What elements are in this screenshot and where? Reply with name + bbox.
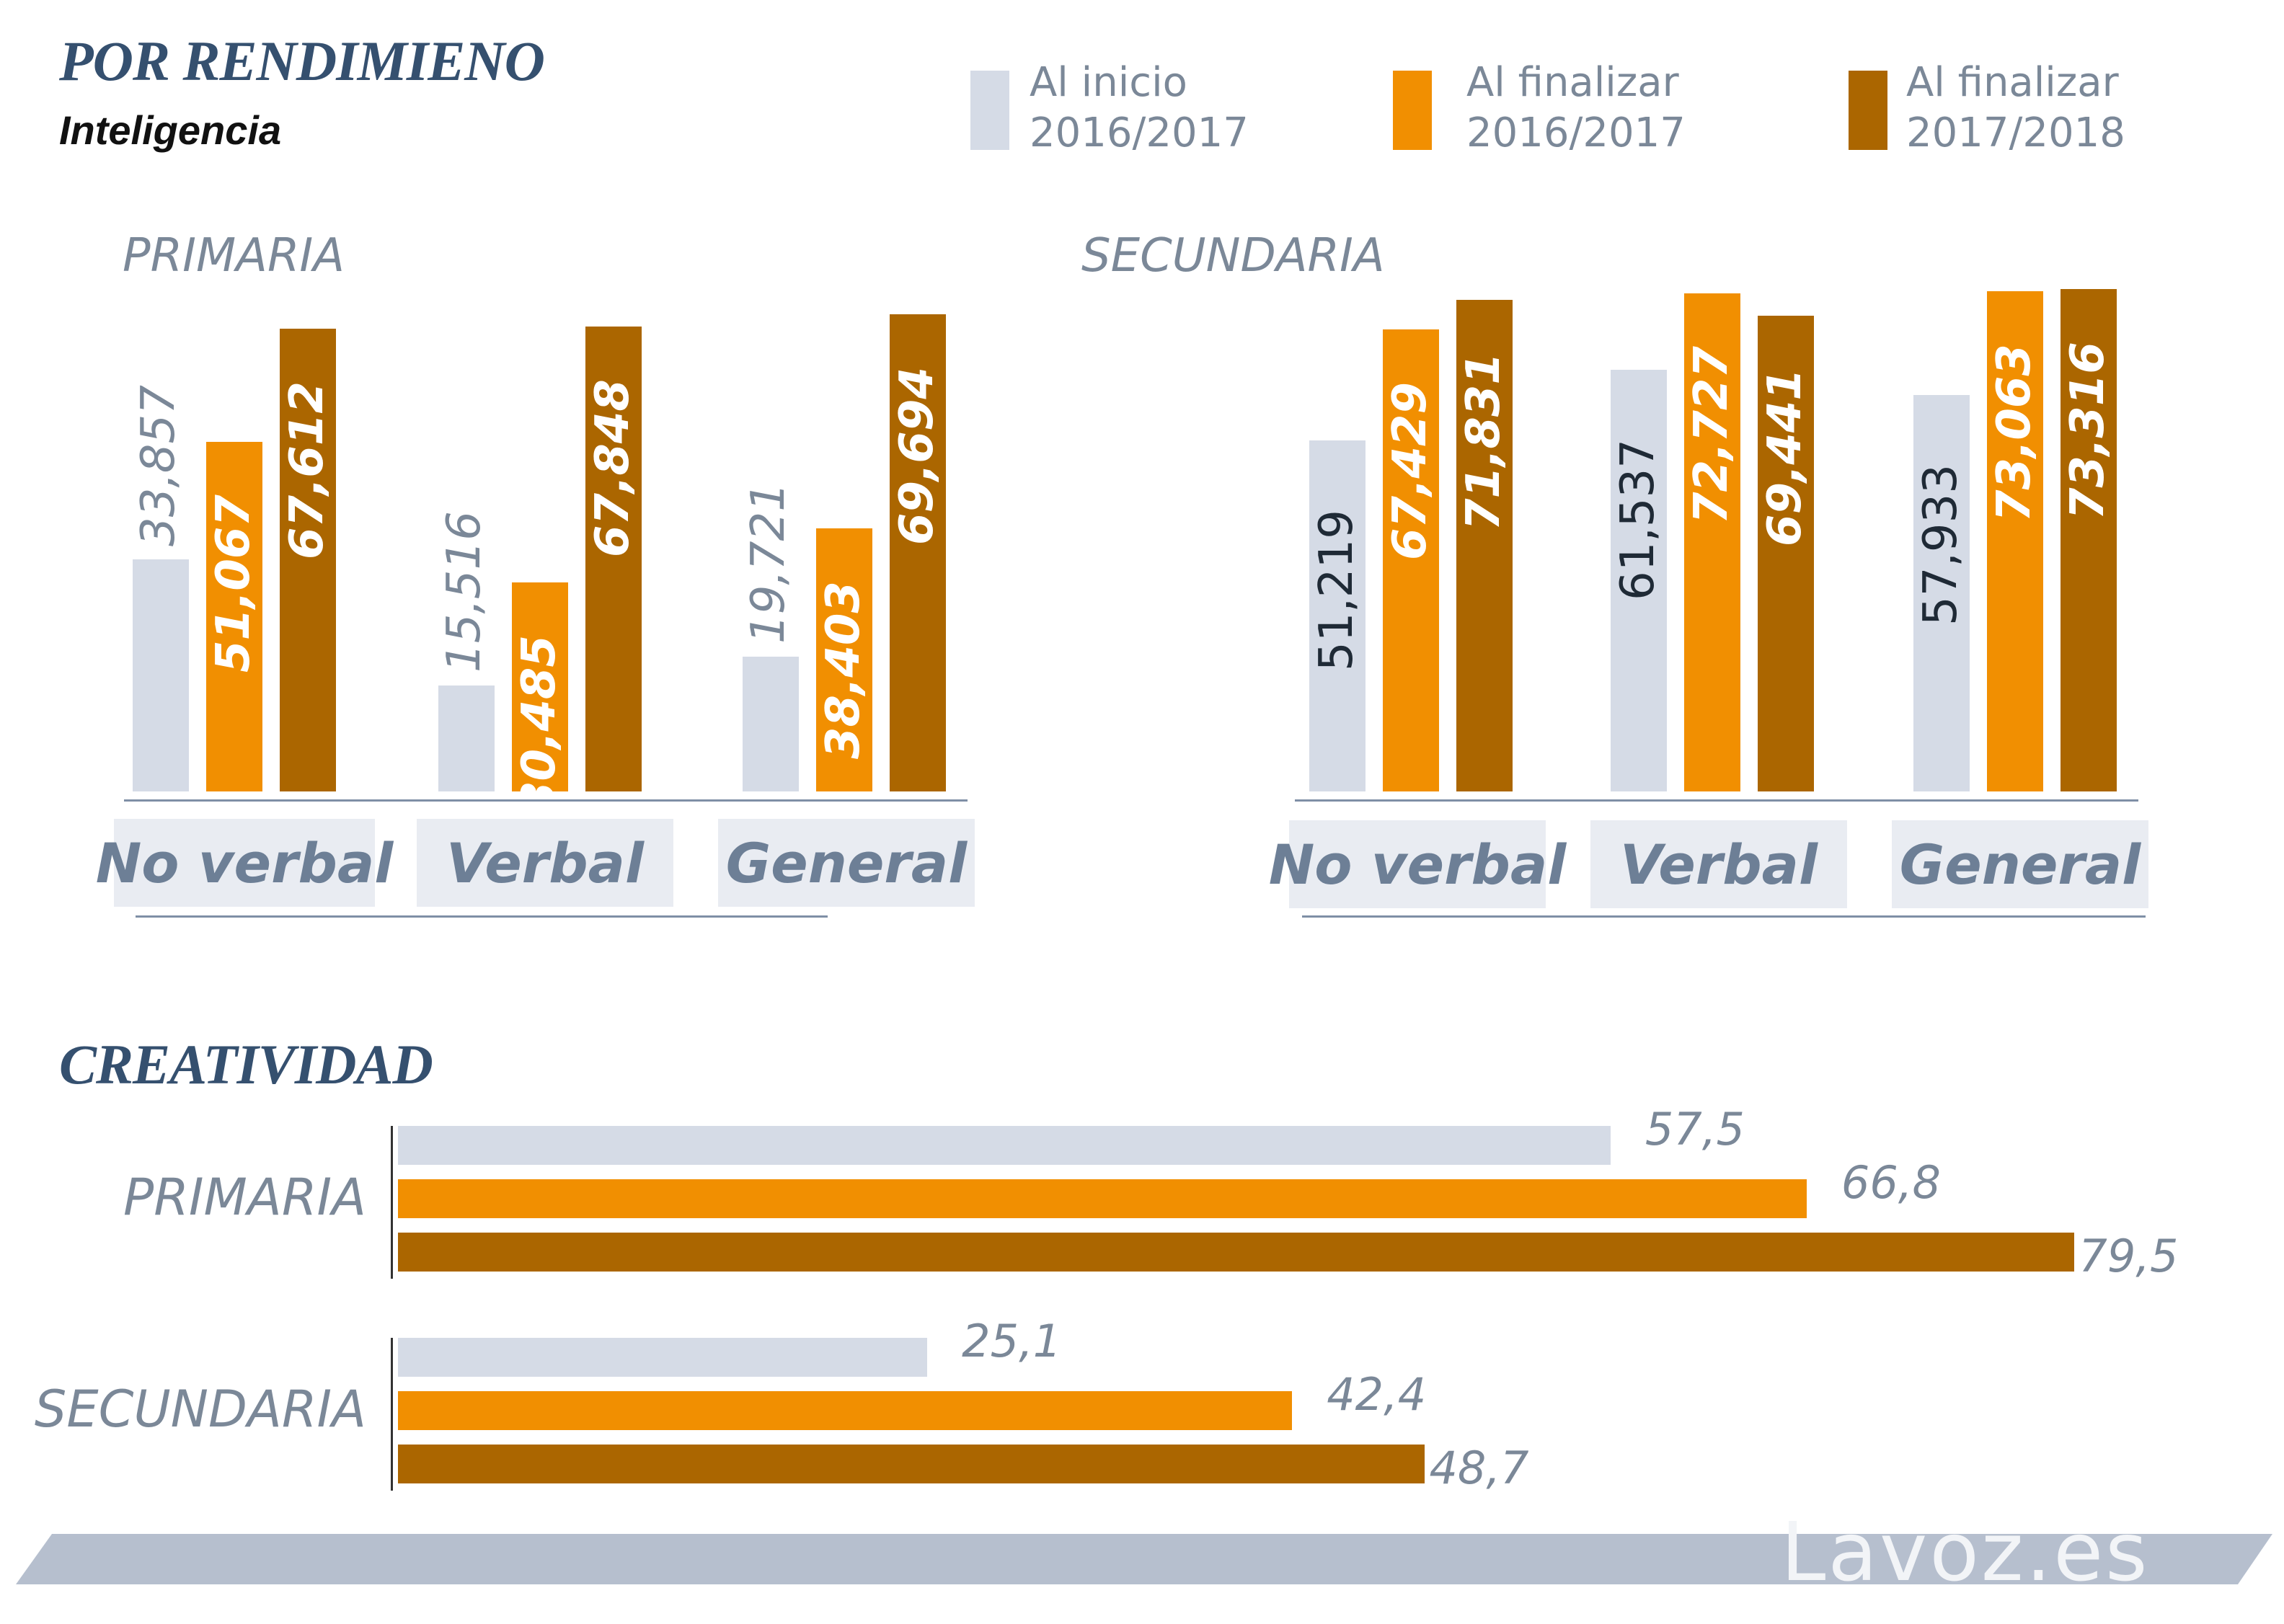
- bar-secundaria-inicio-2016-2017: [398, 1338, 928, 1377]
- legend-label-line2: 2016/2017: [1030, 110, 1249, 156]
- value-label: 33,857: [132, 385, 185, 547]
- bar-verbal-inicio-2016-2017: [1611, 370, 1667, 791]
- value-label: 51,219: [1310, 510, 1363, 672]
- value-label: 69,694: [890, 366, 944, 545]
- value-label: 69,441: [1758, 368, 1812, 547]
- legend-label-final-2016-2017: Al finalizar 2016/2017: [1466, 58, 1686, 159]
- value-label: 30,485: [513, 635, 566, 814]
- bar-secundaria-final-2016-2017: [398, 1391, 1293, 1430]
- bar-general-final-2016-2017: [816, 528, 872, 791]
- value-label: 79,5: [2079, 1230, 2179, 1282]
- panel-title-secundaria: SECUNDARIA: [1081, 229, 1385, 283]
- value-label: 71,831: [1457, 352, 1510, 531]
- category-label-verbal: Verbal: [1590, 820, 1847, 908]
- axis-baseline: [124, 799, 968, 802]
- value-label: 73,063: [1988, 343, 2041, 522]
- category-label-general: General: [718, 819, 975, 907]
- footer-band: [16, 1534, 2272, 1584]
- bar-primaria-final-2016-2017: [398, 1179, 1807, 1218]
- bar-primaria-inicio-2016-2017: [398, 1126, 1611, 1165]
- bar-no-verbal-final-2017-2018: [1456, 299, 1513, 791]
- legend-label-inicio-2016-2017: Al inicio 2016/2017: [1030, 58, 1249, 159]
- value-label: 72,727: [1685, 346, 1738, 525]
- bar-secundaria-final-2017-2018: [398, 1445, 1425, 1483]
- bar-verbal-final-2017-2018: [1758, 316, 1814, 791]
- value-label: 67,848: [586, 379, 639, 558]
- legend-label-line1: Al finalizar: [1466, 59, 1679, 106]
- value-label: 19,721: [742, 482, 795, 644]
- panel-title-primaria: PRIMARIA: [123, 229, 345, 283]
- main-title: POR RENDIMIENO: [59, 30, 545, 92]
- bar-general-inicio-2016-2017: [1913, 394, 1970, 791]
- bar-general-final-2017-2018: [2061, 289, 2117, 791]
- divider-line: [136, 915, 828, 918]
- value-label: 25,1: [962, 1315, 1062, 1367]
- value-label: 48,7: [1429, 1442, 1529, 1494]
- row-label-secundaria: SECUNDARIA: [34, 1380, 366, 1439]
- category-label-no-verbal: No verbal: [1269, 820, 1566, 908]
- legend-label-line2: 2016/2017: [1466, 110, 1686, 156]
- value-label: 66,8: [1841, 1156, 1941, 1209]
- section-title-creatividad: CREATIVIDAD: [59, 1033, 433, 1096]
- bar-verbal-final-2016-2017: [512, 582, 568, 791]
- legend-label-final-2017-2018: Al finalizar 2017/2018: [1906, 58, 2125, 159]
- bar-general-final-2017-2018: [890, 314, 946, 791]
- legend-label-line1: Al finalizar: [1906, 59, 2119, 106]
- bar-no-verbal-inicio-2016-2017: [1309, 440, 1365, 791]
- axis-baseline: [1295, 799, 2138, 802]
- value-label: 15,516: [438, 510, 491, 673]
- category-label-no-verbal: No verbal: [96, 819, 393, 907]
- value-label: 51,067: [207, 494, 260, 673]
- bar-no-verbal-final-2017-2018: [280, 328, 336, 791]
- bar-general-inicio-2016-2017: [743, 656, 799, 791]
- bar-no-verbal-final-2016-2017: [206, 441, 262, 791]
- legend-swatch-final-2016-2017: [1393, 71, 1432, 150]
- legend-swatch-inicio-2016-2017: [970, 71, 1009, 150]
- category-label-verbal: Verbal: [417, 819, 673, 907]
- value-label: 42,4: [1327, 1368, 1427, 1421]
- axis-line: [391, 1338, 393, 1491]
- value-label: 73,316: [2061, 342, 2115, 520]
- legend-swatch-final-2017-2018: [1849, 71, 1887, 150]
- bar-general-final-2016-2017: [1987, 290, 2043, 791]
- footer-logo: Lavoz.es: [1781, 1506, 2150, 1599]
- legend-label-line2: 2017/2018: [1906, 110, 2125, 156]
- value-label: 57,933: [1914, 463, 1967, 626]
- category-label-general: General: [1892, 820, 2148, 908]
- bar-verbal-final-2017-2018: [585, 327, 642, 791]
- divider-line: [1302, 915, 2146, 918]
- legend-label-line1: Al inicio: [1030, 59, 1187, 106]
- bar-verbal-inicio-2016-2017: [438, 685, 495, 791]
- value-label: 57,5: [1645, 1103, 1745, 1155]
- row-label-primaria: PRIMARIA: [123, 1168, 366, 1227]
- axis-line: [391, 1126, 393, 1279]
- bar-no-verbal-inicio-2016-2017: [133, 559, 189, 791]
- value-label: 67,429: [1384, 382, 1437, 561]
- bar-primaria-final-2017-2018: [398, 1233, 2075, 1272]
- subtitle: Inteligencia: [59, 107, 282, 153]
- value-label: 67,612: [280, 381, 334, 559]
- value-label: 61,537: [1611, 439, 1665, 601]
- bar-verbal-final-2016-2017: [1684, 293, 1740, 791]
- value-label: 38,403: [817, 581, 870, 760]
- bar-no-verbal-final-2016-2017: [1383, 329, 1439, 791]
